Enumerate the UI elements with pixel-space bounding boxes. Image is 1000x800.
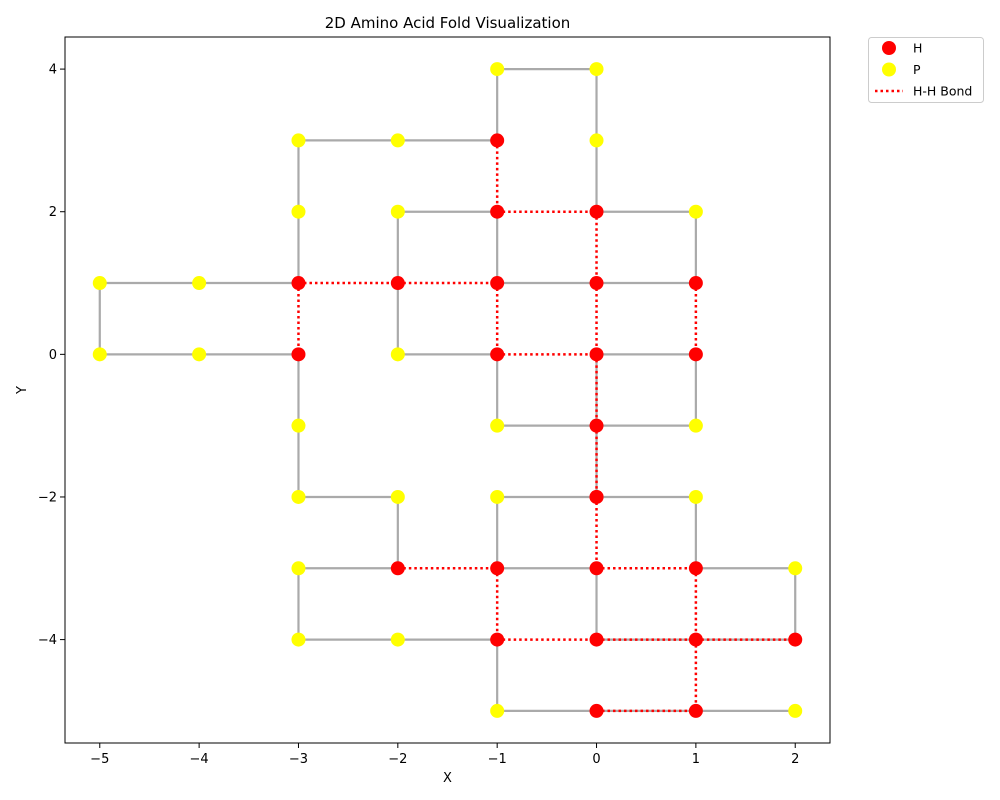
residue-p-point — [390, 347, 405, 362]
residue-p-point — [490, 489, 505, 504]
residue-h-point — [589, 347, 604, 362]
residue-p-point — [390, 204, 405, 219]
x-tick-label: −2 — [388, 752, 407, 767]
residue-h-point — [688, 703, 703, 718]
residue-h-point — [390, 276, 405, 291]
y-tick-label: −2 — [38, 490, 57, 505]
residue-h-point — [589, 204, 604, 219]
legend-marker-h — [882, 41, 896, 55]
residue-p-point — [291, 418, 306, 433]
backbone-line — [98, 67, 797, 713]
residue-p-point — [490, 703, 505, 718]
residue-p-point — [192, 276, 207, 291]
residue-h-point — [589, 561, 604, 576]
residue-h-point — [688, 561, 703, 576]
residue-h-point — [291, 276, 306, 291]
plot-area — [64, 36, 831, 744]
residue-h-point — [589, 703, 604, 718]
residue-h-point — [490, 204, 505, 219]
y-axis: −4 −2 0 2 4 — [38, 63, 65, 648]
legend-marker-p — [882, 62, 896, 77]
x-axis: −5 −4 −3 −2 −1 0 1 2 — [90, 743, 799, 767]
residue-p-point — [291, 561, 306, 576]
residue-p-point — [291, 133, 306, 148]
y-tick-label: 0 — [49, 348, 57, 363]
y-tick-label: 4 — [49, 63, 57, 78]
residue-p-point — [92, 347, 107, 362]
residue-h-point — [688, 276, 703, 291]
residue-p-point — [291, 489, 306, 504]
residue-h-point — [589, 489, 604, 504]
x-tick-label: −3 — [289, 752, 308, 767]
y-tick-label: −4 — [38, 633, 57, 648]
legend-label: H-H Bond — [913, 84, 972, 99]
residue-p-point — [490, 62, 505, 77]
y-tick-label: 2 — [49, 205, 57, 220]
legend-box — [868, 37, 984, 103]
residue-h-point — [490, 561, 505, 576]
legend-label: H — [913, 41, 922, 56]
plot-frame — [64, 36, 831, 744]
chart-title: 2D Amino Acid Fold Visualization — [325, 14, 571, 32]
residue-p-point — [788, 703, 803, 718]
x-tick-label: 1 — [692, 752, 700, 767]
residue-h-point — [589, 276, 604, 291]
residue-h-point — [291, 347, 306, 362]
residue-p-point — [390, 489, 405, 504]
x-tick-label: −4 — [190, 752, 209, 767]
x-tick-label: −1 — [488, 752, 507, 767]
x-axis-label: X — [443, 771, 452, 786]
residue-p-point — [688, 489, 703, 504]
residue-p-point — [390, 133, 405, 148]
residue-p-point — [490, 418, 505, 433]
y-axis-label: Y — [15, 386, 30, 395]
x-tick-label: 2 — [791, 752, 799, 767]
residue-p-point — [291, 632, 306, 647]
residue-p-point — [688, 418, 703, 433]
residue-h-point — [490, 276, 505, 291]
legend-label: P — [913, 62, 921, 77]
residue-p-point — [192, 347, 207, 362]
residue-h-point — [390, 561, 405, 576]
residue-p-point — [291, 204, 306, 219]
residue-h-point — [688, 632, 703, 647]
residue-p-point — [589, 133, 604, 148]
residue-h-point — [490, 133, 505, 148]
residue-p-point — [788, 561, 803, 576]
residue-p-point — [390, 632, 405, 647]
residue-h-point — [589, 418, 604, 433]
residue-h-point — [788, 632, 803, 647]
residue-p-point — [589, 62, 604, 77]
legend: HP H-H Bond — [868, 37, 984, 103]
residue-h-point — [589, 632, 604, 647]
x-tick-label: −5 — [90, 752, 109, 767]
residue-p-point — [688, 204, 703, 219]
residue-h-point — [688, 347, 703, 362]
residue-h-point — [490, 347, 505, 362]
residue-p-point — [92, 276, 107, 291]
residue-h-point — [490, 632, 505, 647]
x-tick-label: 0 — [592, 752, 600, 767]
